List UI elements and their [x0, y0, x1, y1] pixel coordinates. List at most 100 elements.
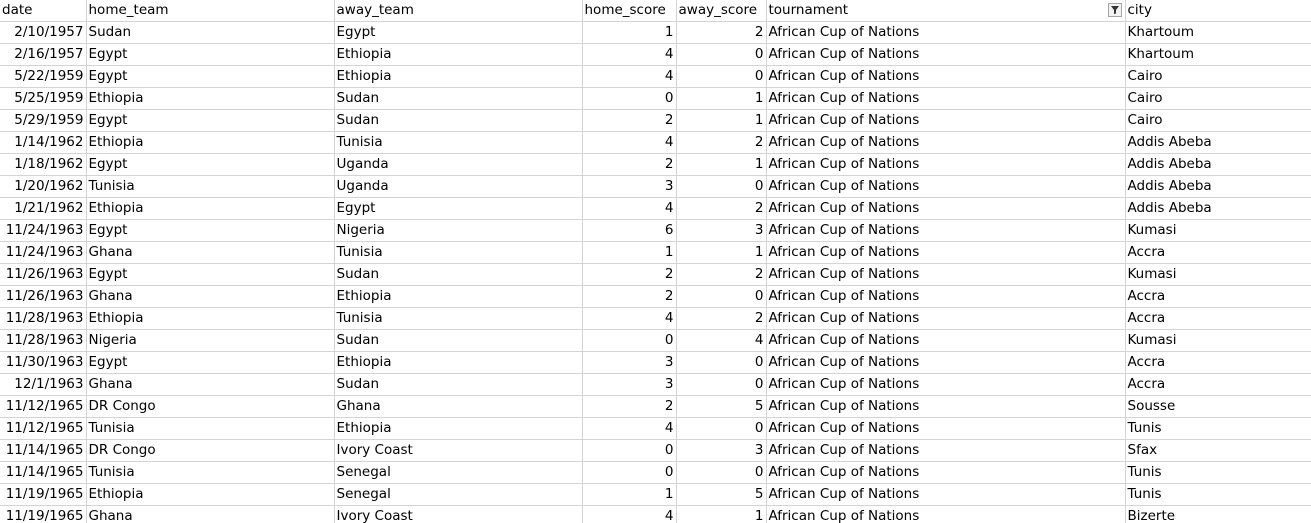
tournament-cell[interactable]: African Cup of Nations [766, 109, 1126, 132]
away-score-cell[interactable]: 2 [676, 263, 767, 286]
away-team-cell[interactable]: Ethiopia [334, 417, 583, 440]
date-cell[interactable]: 5/22/1959 [0, 65, 87, 88]
home-score-cell[interactable]: 4 [582, 307, 677, 330]
home-score-cell[interactable]: 3 [582, 175, 677, 198]
home-team-cell[interactable]: Egypt [86, 153, 335, 176]
home-team-cell[interactable]: Ethiopia [86, 307, 335, 330]
away-team-cell[interactable]: Sudan [334, 373, 583, 396]
home-score-cell[interactable]: 1 [582, 21, 677, 44]
filter-funnel-icon[interactable] [1107, 3, 1122, 17]
away-score-cell[interactable]: 2 [676, 21, 767, 44]
home-score-cell[interactable]: 0 [582, 439, 677, 462]
away-score-cell[interactable]: 0 [676, 175, 767, 198]
date-cell[interactable]: 5/25/1959 [0, 87, 87, 110]
away-score-cell[interactable]: 1 [676, 505, 767, 523]
city-cell[interactable]: Cairo [1125, 109, 1311, 132]
home-score-cell[interactable]: 4 [582, 65, 677, 88]
tournament-cell[interactable]: African Cup of Nations [766, 65, 1126, 88]
home-score-cell[interactable]: 0 [582, 87, 677, 110]
date-cell[interactable]: 11/12/1965 [0, 417, 87, 440]
city-cell[interactable]: Addis Abeba [1125, 131, 1311, 154]
city-cell[interactable]: Accra [1125, 307, 1311, 330]
tournament-cell[interactable]: African Cup of Nations [766, 241, 1126, 264]
city-cell[interactable]: Accra [1125, 285, 1311, 308]
date-cell[interactable]: 11/12/1965 [0, 395, 87, 418]
tournament-cell[interactable]: African Cup of Nations [766, 505, 1126, 523]
date-cell[interactable]: 11/14/1965 [0, 461, 87, 484]
home-team-cell[interactable]: Ethiopia [86, 131, 335, 154]
city-cell[interactable]: Kumasi [1125, 219, 1311, 242]
away-score-cell[interactable]: 0 [676, 373, 767, 396]
date-cell[interactable]: 11/24/1963 [0, 219, 87, 242]
city-cell[interactable]: Accra [1125, 241, 1311, 264]
away-team-cell[interactable]: Sudan [334, 263, 583, 286]
city-cell[interactable]: Accra [1125, 351, 1311, 374]
city-cell[interactable]: Kumasi [1125, 263, 1311, 286]
tournament-cell[interactable]: African Cup of Nations [766, 373, 1126, 396]
away-team-cell[interactable]: Ethiopia [334, 285, 583, 308]
away-score-cell[interactable]: 0 [676, 43, 767, 66]
away-team-cell[interactable]: Ethiopia [334, 43, 583, 66]
home-score-cell[interactable]: 2 [582, 109, 677, 132]
date-cell[interactable]: 11/28/1963 [0, 329, 87, 352]
tournament-cell[interactable]: African Cup of Nations [766, 43, 1126, 66]
away-score-cell[interactable]: 0 [676, 461, 767, 484]
tournament-cell[interactable]: African Cup of Nations [766, 219, 1126, 242]
away-score-cell[interactable]: 1 [676, 109, 767, 132]
tournament-cell[interactable]: African Cup of Nations [766, 307, 1126, 330]
city-cell[interactable]: Bizerte [1125, 505, 1311, 523]
away-score-cell[interactable]: 0 [676, 65, 767, 88]
date-cell[interactable]: 11/19/1965 [0, 505, 87, 523]
away-team-cell[interactable]: Uganda [334, 175, 583, 198]
home-score-cell[interactable]: 4 [582, 197, 677, 220]
home-team-cell[interactable]: Tunisia [86, 175, 335, 198]
home-team-cell[interactable]: Ghana [86, 505, 335, 523]
away-team-cell[interactable]: Egypt [334, 21, 583, 44]
home-team-cell[interactable]: Egypt [86, 219, 335, 242]
column-header-away-team[interactable]: away_team [334, 0, 583, 22]
city-cell[interactable]: Cairo [1125, 87, 1311, 110]
tournament-cell[interactable]: African Cup of Nations [766, 417, 1126, 440]
city-cell[interactable]: Tunis [1125, 483, 1311, 506]
date-cell[interactable]: 11/14/1965 [0, 439, 87, 462]
date-cell[interactable]: 2/10/1957 [0, 21, 87, 44]
tournament-cell[interactable]: African Cup of Nations [766, 87, 1126, 110]
away-team-cell[interactable]: Ethiopia [334, 65, 583, 88]
home-team-cell[interactable]: Egypt [86, 263, 335, 286]
away-score-cell[interactable]: 4 [676, 329, 767, 352]
away-team-cell[interactable]: Sudan [334, 109, 583, 132]
away-score-cell[interactable]: 3 [676, 219, 767, 242]
away-team-cell[interactable]: Sudan [334, 87, 583, 110]
away-team-cell[interactable]: Tunisia [334, 307, 583, 330]
home-score-cell[interactable]: 2 [582, 263, 677, 286]
tournament-cell[interactable]: African Cup of Nations [766, 395, 1126, 418]
date-cell[interactable]: 11/30/1963 [0, 351, 87, 374]
tournament-cell[interactable]: African Cup of Nations [766, 461, 1126, 484]
city-cell[interactable]: Cairo [1125, 65, 1311, 88]
away-team-cell[interactable]: Uganda [334, 153, 583, 176]
tournament-cell[interactable]: African Cup of Nations [766, 175, 1126, 198]
date-cell[interactable]: 1/14/1962 [0, 131, 87, 154]
city-cell[interactable]: Addis Abeba [1125, 175, 1311, 198]
home-score-cell[interactable]: 0 [582, 461, 677, 484]
away-score-cell[interactable]: 3 [676, 439, 767, 462]
tournament-cell[interactable]: African Cup of Nations [766, 263, 1126, 286]
column-header-home-score[interactable]: home_score [582, 0, 677, 22]
tournament-cell[interactable]: African Cup of Nations [766, 285, 1126, 308]
tournament-cell[interactable]: African Cup of Nations [766, 21, 1126, 44]
home-score-cell[interactable]: 4 [582, 505, 677, 523]
home-score-cell[interactable]: 2 [582, 395, 677, 418]
away-team-cell[interactable]: Ethiopia [334, 351, 583, 374]
city-cell[interactable]: Khartoum [1125, 21, 1311, 44]
home-team-cell[interactable]: Egypt [86, 43, 335, 66]
away-team-cell[interactable]: Senegal [334, 483, 583, 506]
home-team-cell[interactable]: Tunisia [86, 417, 335, 440]
home-score-cell[interactable]: 2 [582, 153, 677, 176]
away-team-cell[interactable]: Ghana [334, 395, 583, 418]
home-score-cell[interactable]: 2 [582, 285, 677, 308]
tournament-cell[interactable]: African Cup of Nations [766, 351, 1126, 374]
home-score-cell[interactable]: 6 [582, 219, 677, 242]
home-score-cell[interactable]: 0 [582, 329, 677, 352]
home-team-cell[interactable]: Ghana [86, 285, 335, 308]
city-cell[interactable]: Accra [1125, 373, 1311, 396]
